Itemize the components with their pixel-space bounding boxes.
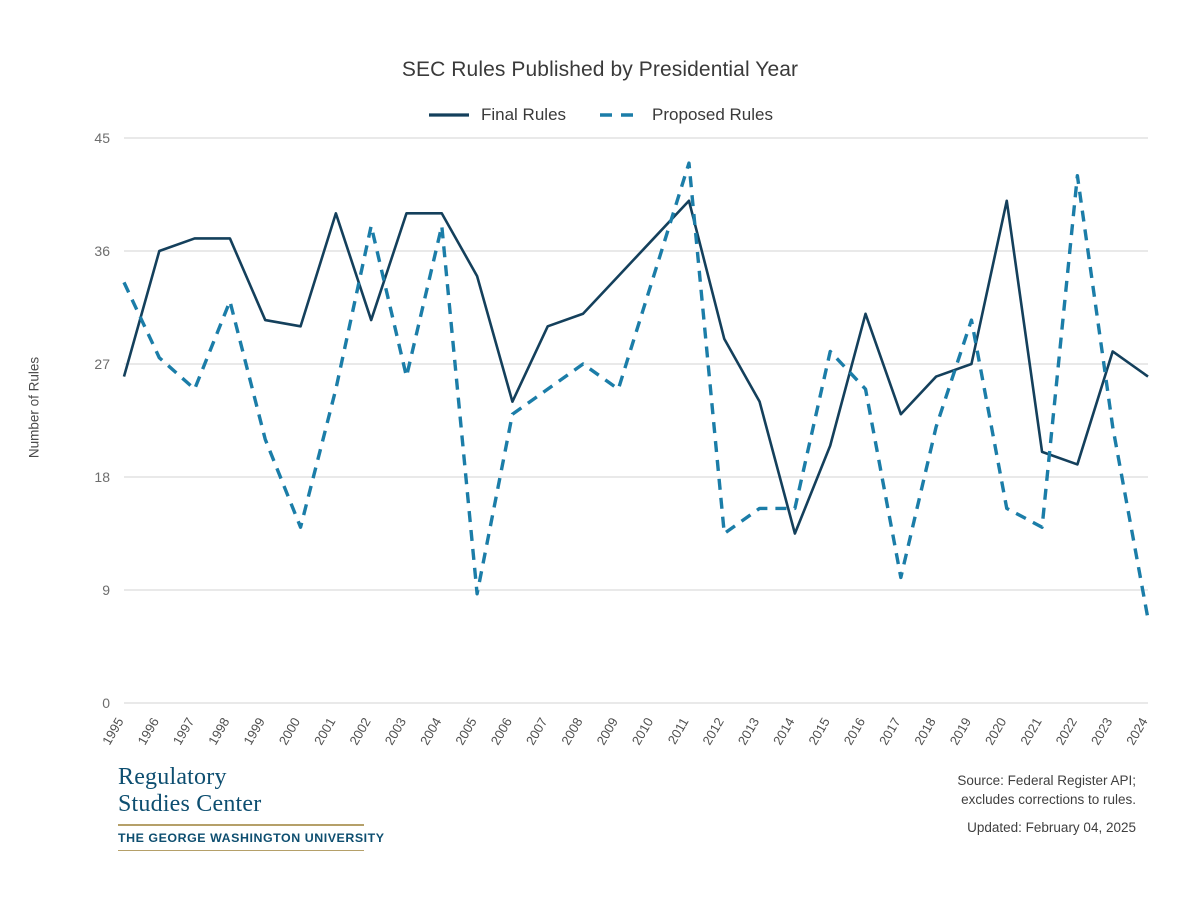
- source-line-2: excludes corrections to rules.: [961, 791, 1136, 807]
- x-axis-tick-label: 2013: [735, 715, 762, 748]
- legend-label-proposed-rules: Proposed Rules: [652, 105, 773, 124]
- logo-line-2: Studies Center: [118, 790, 262, 817]
- y-axis-tick-label: 36: [94, 243, 110, 259]
- x-axis-tick-label: 1998: [205, 715, 232, 748]
- logo-university-name: THE GEORGE WASHINGTON UNIVERSITY: [118, 830, 385, 845]
- x-axis-tick-label: 2024: [1123, 715, 1150, 748]
- x-axis-tick-label: 2008: [558, 715, 585, 748]
- legend-item-final-rules[interactable]: Final Rules: [427, 105, 566, 125]
- x-axis-tick-label: 2001: [311, 715, 338, 748]
- series-line-final-rules: [122, 199, 1149, 535]
- x-axis-tick-label: 2000: [276, 715, 303, 748]
- y-axis-tick-label: 9: [102, 582, 110, 598]
- chart-title: SEC Rules Published by Presidential Year: [401, 58, 799, 81]
- x-axis-tick-label: 2022: [1053, 715, 1080, 748]
- x-axis-tick-label: 2012: [699, 715, 726, 748]
- organization-logo: Regulatory Studies Center THE GEORGE WAS…: [118, 764, 458, 852]
- x-axis-tick-label: 2005: [452, 715, 479, 748]
- x-axis-tick-label: 1999: [240, 715, 267, 748]
- x-axis-tick-label: 2014: [770, 715, 797, 748]
- chart-plot-area: 0 9 18 27 36 45 1995 1996 1997 1998 1999 2000 2001 20…: [94, 130, 1150, 748]
- x-axis-tick-label: 2011: [665, 715, 692, 747]
- y-axis-tick-label: 18: [94, 469, 110, 485]
- source-note: Source: Federal Register API; excludes c…: [957, 772, 1136, 809]
- x-axis-tick-label: 2020: [982, 715, 1009, 748]
- logo-line-1: Regulatory: [118, 764, 227, 790]
- x-axis-tick-label: 1995: [99, 715, 126, 748]
- logo-divider-top: [118, 823, 364, 826]
- x-axis-tick-label: 2021: [1017, 715, 1044, 748]
- x-axis-tick-label: 1997: [170, 715, 197, 748]
- x-axis-tick-label: 2016: [841, 715, 868, 748]
- x-axis-tick-label: 2023: [1088, 715, 1115, 748]
- legend-swatch-solid-icon: [427, 108, 471, 122]
- legend-swatch-dashed-icon: [598, 108, 642, 122]
- y-axis-tick-label: 27: [94, 356, 110, 372]
- x-axis-tick-label: 2019: [947, 715, 974, 748]
- source-line-1: Source: Federal Register API;: [957, 773, 1136, 788]
- y-axis-tick-label: 0: [102, 695, 110, 711]
- chart-legend: Final Rules Proposed Rules: [0, 105, 1200, 125]
- x-axis-tick-label: 2017: [876, 715, 903, 748]
- x-axis-tick-label: 2002: [346, 715, 373, 748]
- x-axis-tick-label: 2018: [911, 715, 938, 748]
- x-axis-tick-label: 2015: [805, 715, 832, 748]
- x-axis-tick-label: 2010: [629, 715, 656, 748]
- x-axis-tick-label: 2007: [523, 715, 550, 748]
- updated-note: Updated: February 04, 2025: [967, 820, 1136, 835]
- legend-label-final-rules: Final Rules: [480, 105, 567, 124]
- x-axis-tick-label: 1996: [134, 715, 161, 748]
- x-axis-tick-label: 2006: [488, 715, 515, 748]
- y-axis-tick-label: 45: [94, 130, 110, 146]
- x-axis-tick-label: 2009: [593, 715, 620, 748]
- x-axis-tick-label: 2003: [382, 715, 409, 748]
- logo-divider-bottom: [118, 849, 364, 852]
- legend-item-proposed-rules[interactable]: Proposed Rules: [598, 105, 773, 125]
- series-line-proposed-rules: [122, 161, 1150, 620]
- x-axis-tick-label: 2004: [417, 715, 444, 748]
